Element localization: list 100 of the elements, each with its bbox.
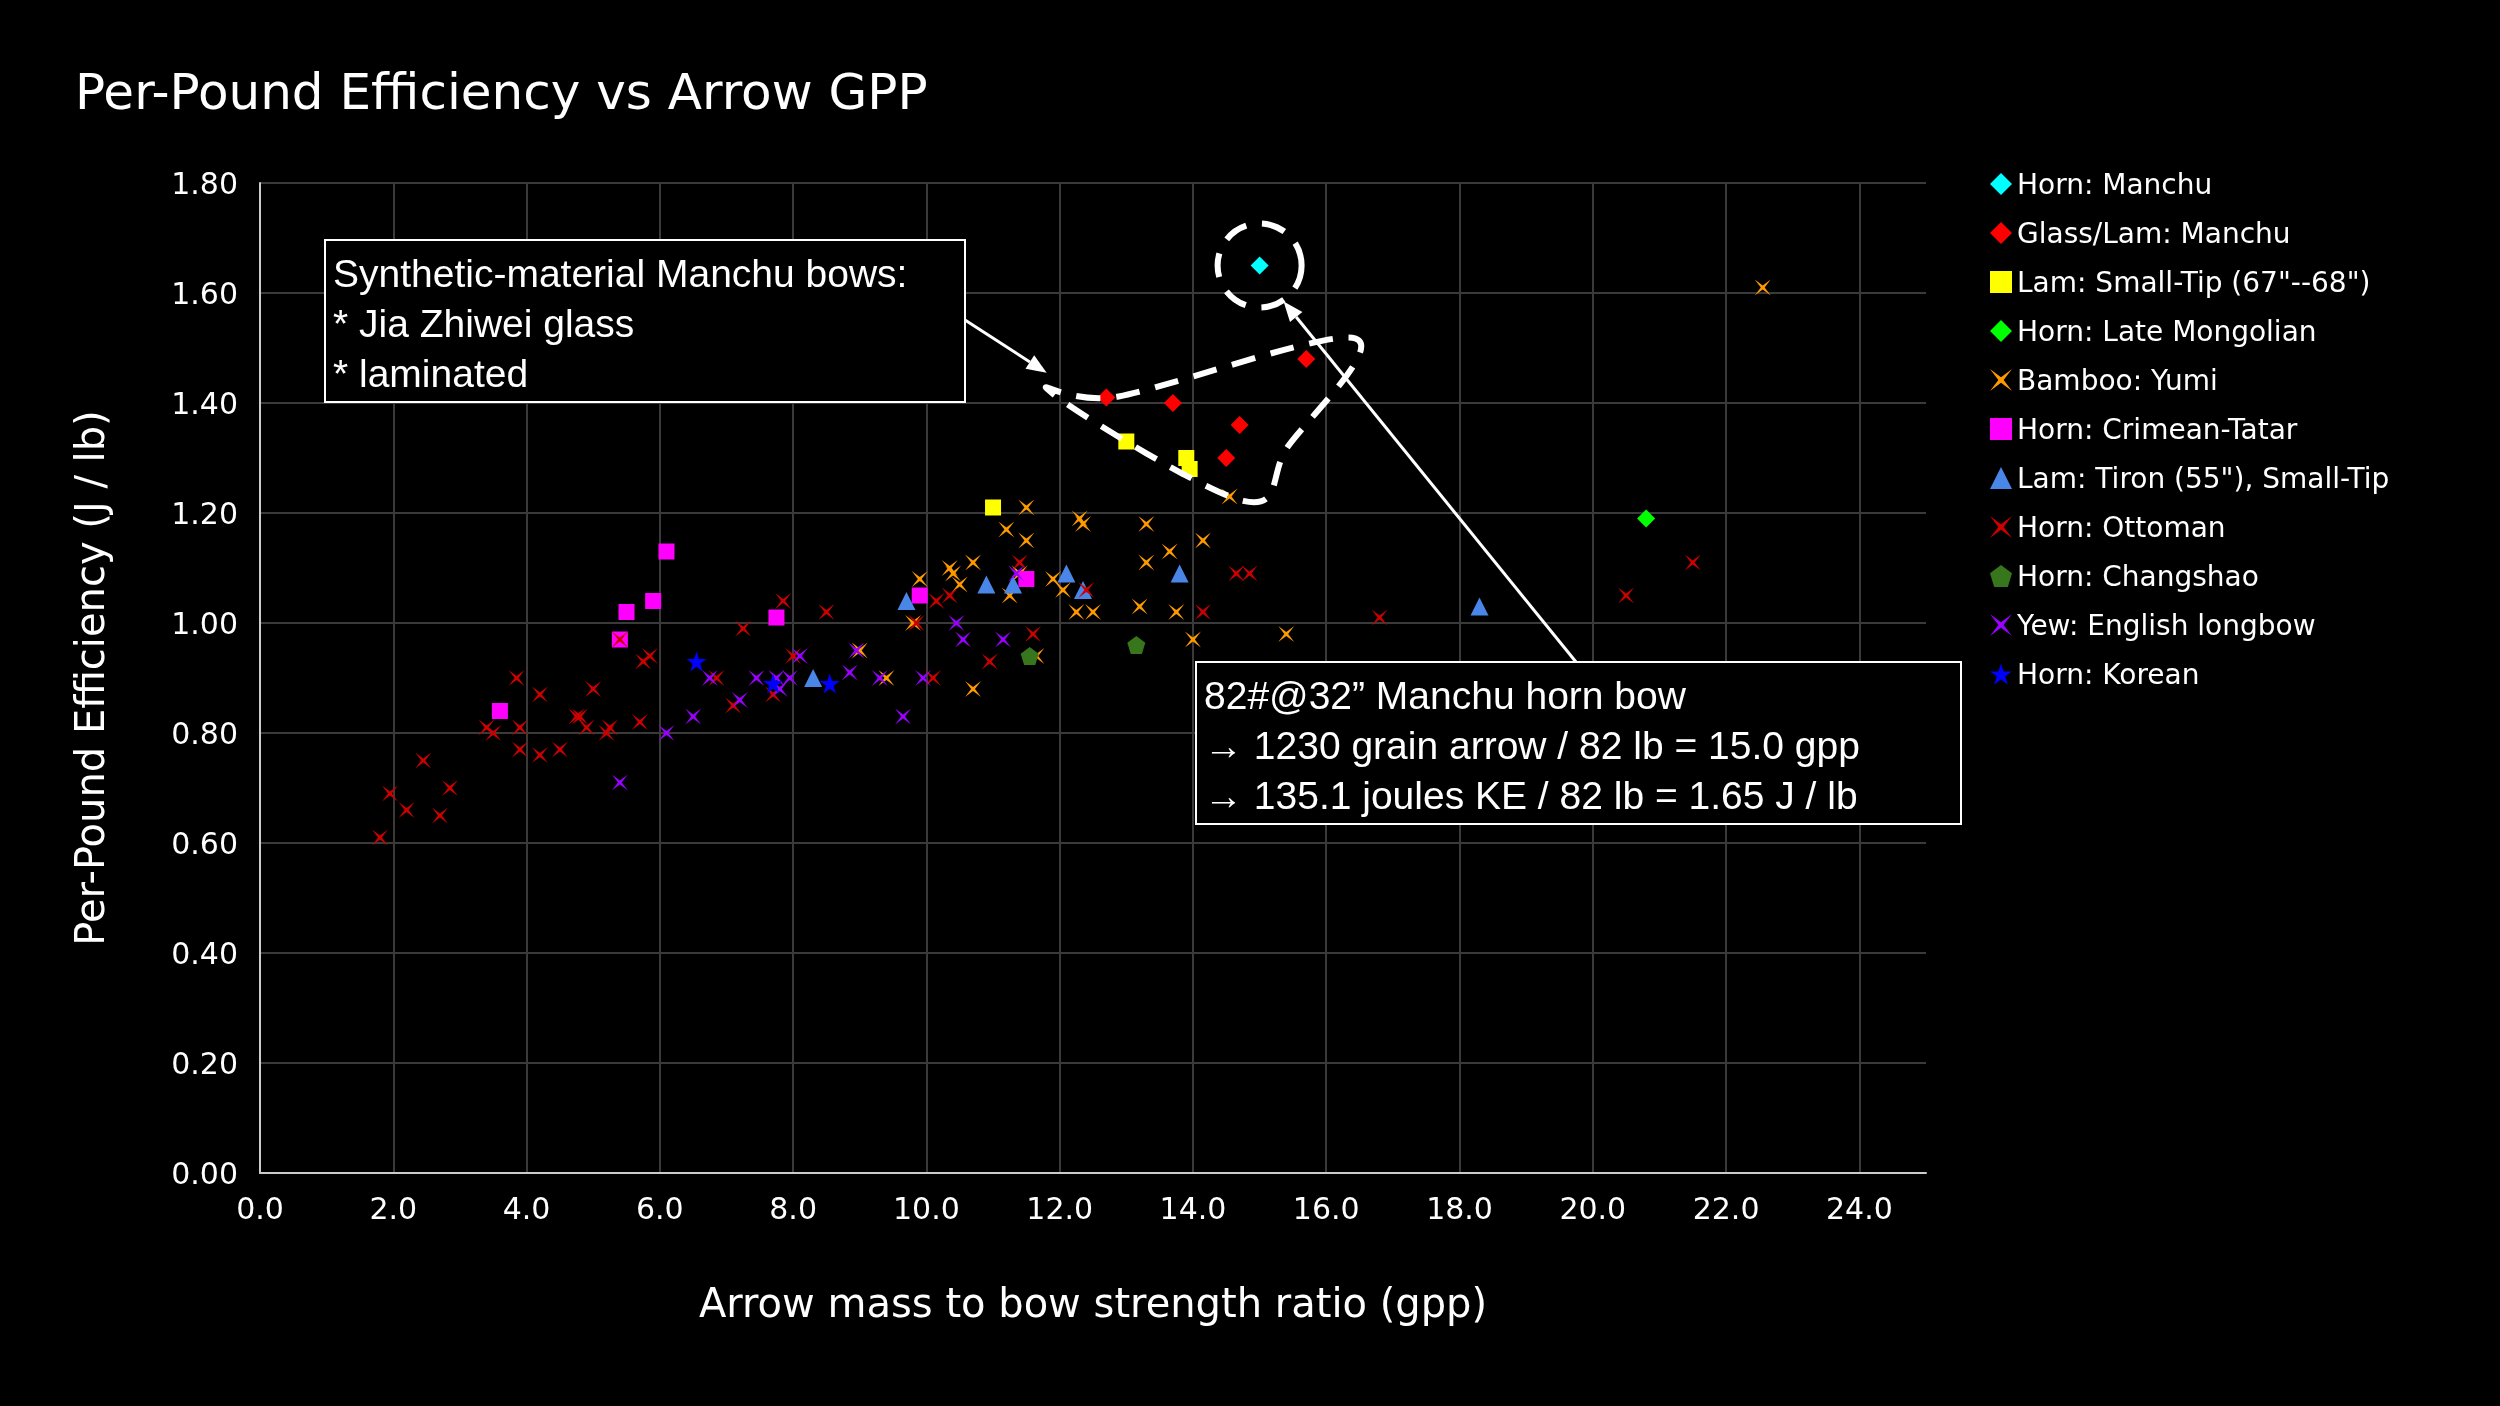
point [965, 681, 982, 697]
point [1230, 416, 1249, 434]
point [531, 747, 548, 763]
point [641, 648, 658, 664]
x-tick-label: 16.0 [1292, 1190, 1360, 1226]
point [1217, 449, 1236, 467]
chart-title: Per-Pound Efficiency vs Arrow GPP [75, 63, 928, 121]
point [1228, 565, 1245, 582]
y-tick-label: 0.80 [171, 715, 238, 751]
point [1163, 394, 1182, 412]
point [871, 670, 888, 686]
point [819, 673, 840, 694]
point [985, 499, 1002, 516]
y-tick-label: 1.20 [171, 495, 238, 531]
point [631, 714, 648, 730]
y-tick-label: 1.60 [171, 275, 238, 311]
point [578, 719, 595, 736]
x-tick-label: 4.0 [502, 1190, 551, 1226]
point [686, 651, 707, 672]
y-tick-label: 0.20 [171, 1045, 238, 1081]
point [995, 631, 1012, 648]
point [1085, 604, 1101, 620]
legend-label: Horn: Crimean-Tatar [2017, 412, 2298, 446]
point [658, 725, 675, 741]
point [804, 669, 823, 687]
point [1684, 554, 1701, 571]
point [1078, 582, 1095, 598]
x-axis-title: Arrow mass to bow strength ratio (gpp) [698, 1280, 1488, 1326]
point [941, 560, 958, 576]
point [818, 604, 835, 620]
point [928, 593, 945, 609]
y-axis-title: Per-Pound Efficiency (J / lb) [67, 410, 113, 946]
point [763, 673, 784, 694]
legend-label: Lam: Small-Tip (67"--68") [2017, 265, 2371, 299]
point [415, 752, 432, 769]
point [768, 609, 785, 626]
point [585, 681, 602, 697]
point [897, 592, 916, 610]
point [1278, 626, 1295, 642]
point [841, 664, 858, 681]
x-tick-label: 12.0 [1026, 1190, 1094, 1226]
point [748, 670, 765, 686]
point [611, 774, 628, 791]
point [685, 708, 702, 725]
point [1170, 564, 1189, 583]
annotation: 82#@32” Manchu horn bow → 1230 grain arrow / 82 lb = 15.0 gpp → 135.1 joules KE / 82 lb = 1.65 J / lb [1204, 673, 1860, 817]
annotation: Synthetic-material Manchu bows: * Jia Zhiwei glass * laminated [333, 251, 908, 395]
point [1018, 499, 1035, 516]
point [508, 670, 525, 686]
point [1097, 388, 1116, 407]
point [1131, 598, 1148, 615]
point [895, 708, 912, 725]
point [511, 719, 528, 736]
point [1071, 510, 1088, 527]
point [1118, 433, 1135, 450]
legend-label: Yew: English longbow [2016, 608, 2316, 642]
legend-label: Horn: Ottoman [2017, 510, 2226, 544]
point [701, 670, 718, 686]
point [1637, 509, 1656, 528]
legend-label: Horn: Manchu [2017, 167, 2213, 201]
point [1371, 609, 1388, 626]
y-tick-label: 0.00 [171, 1155, 238, 1191]
point [531, 686, 548, 703]
point [775, 593, 792, 609]
point [511, 741, 528, 758]
x-tick-label: 18.0 [1426, 1190, 1493, 1226]
point [977, 575, 996, 594]
x-tick-label: 10.0 [893, 1190, 960, 1226]
point [371, 829, 388, 846]
point [1045, 571, 1062, 587]
legend-label: Lam: Tiron (55"), Small-Tip [2017, 461, 2390, 495]
y-tick-label: 1.40 [171, 385, 238, 421]
point [1025, 626, 1042, 642]
x-tick-label: 14.0 [1159, 1190, 1227, 1226]
y-tick-label: 0.60 [171, 825, 238, 861]
legend-label: Horn: Late Mongolian [2017, 314, 2317, 348]
point [1127, 636, 1146, 654]
point [1184, 631, 1201, 648]
point [781, 670, 798, 686]
point [1020, 647, 1039, 665]
point [1068, 604, 1085, 620]
legend-label: Horn: Changshao [2017, 559, 2259, 593]
point [998, 521, 1015, 538]
point [911, 571, 928, 587]
point [1018, 532, 1035, 549]
point [618, 604, 635, 620]
legend-label: Bamboo: Yumi [2017, 363, 2218, 397]
point [1297, 350, 1316, 368]
point [1018, 571, 1035, 587]
point [1241, 565, 1258, 582]
point [398, 802, 415, 818]
point [1470, 597, 1489, 616]
point [731, 692, 748, 708]
y-tick-label: 0.40 [171, 935, 238, 971]
point [941, 587, 958, 604]
point [1194, 604, 1211, 620]
x-tick-label: 0.0 [236, 1190, 284, 1226]
point [381, 785, 398, 802]
point [441, 780, 458, 796]
x-tick-label: 24.0 [1825, 1190, 1893, 1226]
